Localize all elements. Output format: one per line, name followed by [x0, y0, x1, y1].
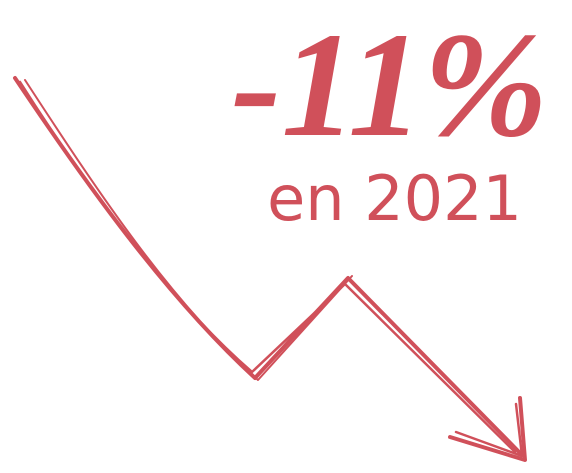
illustration: -11% en 2021 — [0, 0, 572, 473]
subtitle: en 2021 — [267, 162, 522, 235]
page: -11% en 2021 (() => { const data = JSON.… — [0, 0, 572, 473]
headline: -11% — [231, 2, 548, 168]
